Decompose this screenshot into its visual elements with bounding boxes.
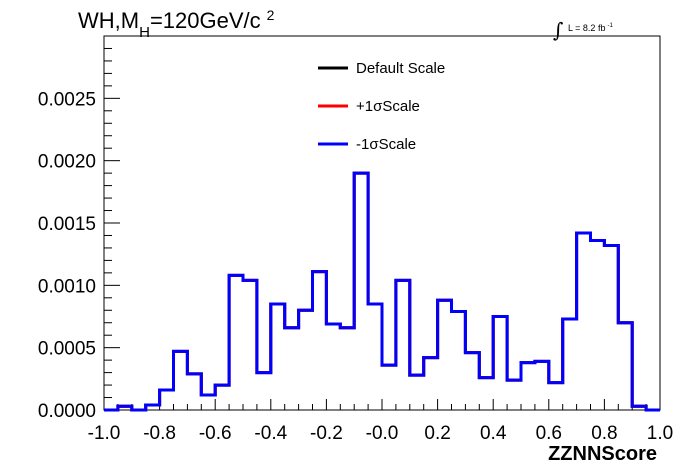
x-tick-label: -0.8 [143, 423, 176, 444]
x-tick-label: -1.0 [88, 423, 121, 444]
y-tick-label: 0.0015 [38, 214, 96, 235]
x-tick-label: -0.2 [310, 423, 343, 444]
x-tick-label: -0.4 [254, 423, 287, 444]
series-layer [104, 171, 660, 412]
legend: Default Scale +1σScale -1σScale [318, 60, 445, 153]
x-tick-label: 0.8 [591, 423, 617, 444]
title-main: WH,M [78, 8, 139, 33]
lumi-superscript: -1 [607, 23, 613, 29]
x-tick-label: -0.6 [199, 423, 232, 444]
title-rest: =120GeV/c [150, 8, 261, 33]
legend-label: -1σScale [356, 136, 416, 153]
x-axis-title: ZZNNScore [548, 443, 657, 465]
x-tick-label: 0.2 [424, 423, 450, 444]
y-tick-label: 0.0025 [38, 89, 96, 110]
y-tick-label: 0.0000 [38, 401, 96, 422]
lumi-text: L = 8.2 fb [568, 23, 605, 33]
title-superscript: 2 [267, 7, 275, 23]
x-tick-label: 1.0 [647, 423, 673, 444]
lumi-integral-sign: ∫ [553, 18, 563, 42]
y-tick-label: 0.0020 [38, 152, 96, 173]
y-tick-label: 0.0010 [38, 276, 96, 297]
axes-group: 0.0000 0.0005 0.0010 0.0015 0.0020 0.0025 -1.0… [38, 35, 673, 444]
title-subscript: H [139, 24, 150, 41]
x-tick-label: 0.6 [536, 423, 562, 444]
x-tick-label: 0.4 [480, 423, 507, 444]
legend-label: Default Scale [356, 60, 445, 77]
legend-label: +1σScale [356, 98, 420, 115]
x-tick-label: -0.0 [366, 423, 399, 444]
chart-title: WH,MH=120GeV/c 2 [78, 7, 275, 41]
y-tick-label: 0.0005 [38, 339, 96, 360]
lumi-annotation: L = 8.2 fb -1 [568, 23, 613, 33]
histogram-series-line [104, 171, 660, 412]
